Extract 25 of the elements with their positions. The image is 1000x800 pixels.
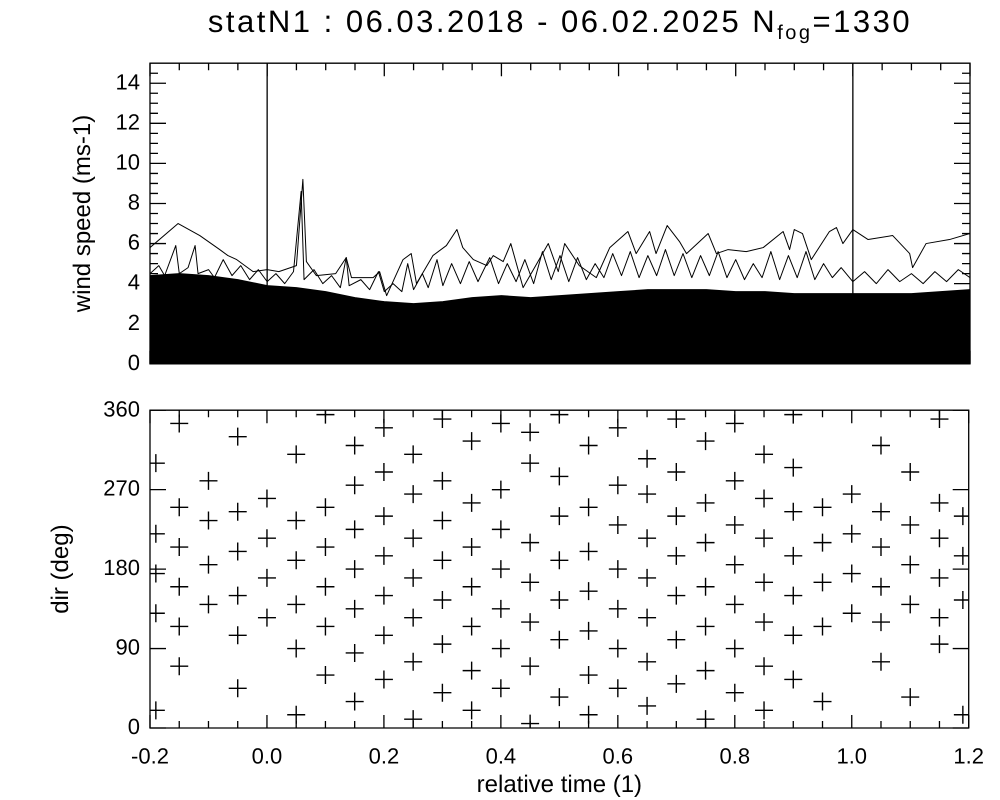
- y-tick-label: 4: [128, 270, 140, 295]
- x-tick-label: 0.8: [719, 743, 750, 768]
- x-tick-label: 1.0: [836, 743, 868, 768]
- x-tick-label: 0.0: [252, 743, 282, 768]
- y-tick-label: 8: [128, 190, 140, 215]
- x-axis-title: relative time (1): [476, 771, 642, 798]
- y-tick-label: 90: [116, 634, 140, 660]
- y-tick-label: 6: [128, 230, 140, 255]
- y-tick-label: 14: [116, 69, 140, 94]
- x-tick-label: 0.2: [368, 743, 400, 768]
- y-tick-label: 0: [128, 350, 140, 375]
- y-tick-label: 270: [103, 476, 140, 501]
- x-tick-label: 0.6: [602, 743, 634, 768]
- y-tick-label: 12: [116, 109, 140, 134]
- chart-title: statN1 : 06.03.2018 - 06.02.2025 N$_{fog}$=1330: [206, 4, 914, 46]
- y-tick-label: 180: [103, 555, 140, 580]
- x-tick-label: -0.2: [131, 743, 169, 768]
- y-axis-title: dir (deg): [47, 524, 74, 614]
- y-tick-label: 360: [103, 396, 140, 422]
- y-tick-label: 0: [128, 714, 140, 740]
- x-tick-label: 0.4: [486, 743, 516, 768]
- y-axis-title: wind speed (ms-1): [69, 114, 96, 314]
- y-tick-label: 2: [128, 310, 140, 335]
- y-tick-label: 10: [116, 149, 140, 174]
- x-tick-label: 1.2: [953, 743, 984, 768]
